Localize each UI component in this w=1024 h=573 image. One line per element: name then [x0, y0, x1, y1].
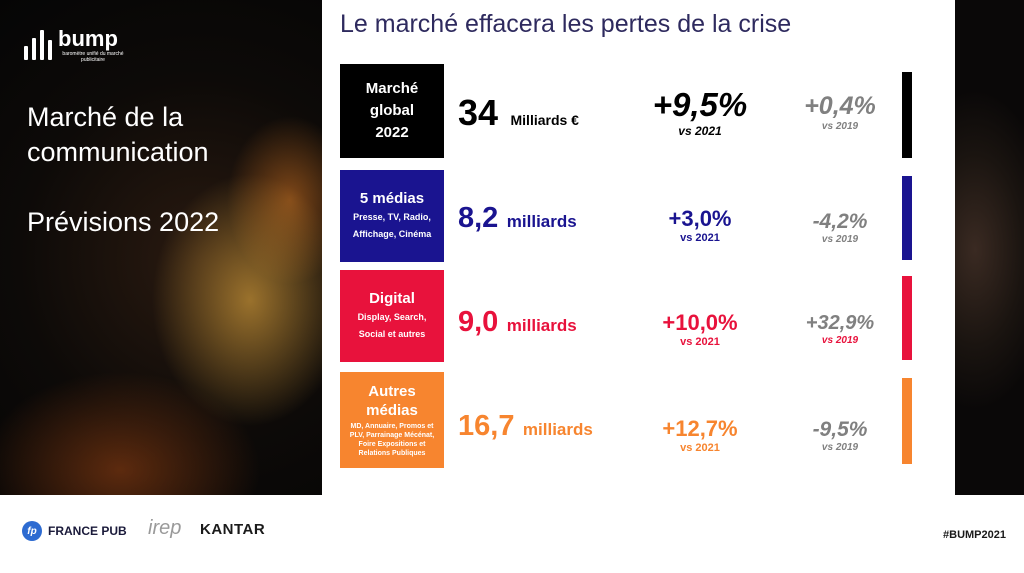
pct-vs-2019: -9,5% vs 2019 — [812, 418, 868, 453]
color-bar — [902, 276, 912, 360]
category-detail: Presse, TV, Radio, Affichage, Cinéma — [352, 212, 432, 239]
logo-name: bump — [58, 26, 118, 51]
background-photo — [0, 0, 322, 495]
background-photo-right — [955, 0, 1024, 495]
logo-subtitle: baromètre unifié du marché publicitaire — [62, 51, 124, 63]
category-detail: Display, Search, Social et autres — [357, 312, 427, 339]
amount: 9,0 milliards — [458, 306, 577, 338]
category-label: Digital — [369, 290, 415, 307]
pct-vs-2021: +10,0% vs 2021 — [662, 310, 738, 348]
left-subtitle: Prévisions 2022 — [27, 207, 220, 237]
hashtag: #BUMP2021 — [943, 529, 1006, 541]
left-title: Marché de la communication — [27, 102, 209, 167]
category-box: 5 médias Presse, TV, Radio, Affichage, C… — [340, 170, 444, 262]
row-digital: Digital Display, Search, Social et autre… — [340, 270, 920, 362]
pct-vs-2019: -4,2% vs 2019 — [812, 210, 868, 245]
row-autres-medias: Autres médias MD, Annuaire, Promos et PL… — [340, 372, 920, 468]
pct-vs-2019: +32,9% vs 2019 — [805, 312, 875, 346]
category-box: Marché global 2022 — [340, 64, 444, 158]
france-pub-icon: fp — [22, 521, 42, 541]
pct-vs-2021: +12,7% vs 2021 — [662, 416, 738, 454]
category-detail: MD, Annuaire, Promos et PLV, Parrainage … — [349, 423, 435, 457]
page-title: Le marché effacera les pertes de la cris… — [340, 10, 792, 38]
color-bar — [902, 378, 912, 464]
bump-logo: bump baromètre unifié du marché publicit… — [24, 28, 128, 63]
row-5-medias: 5 médias Presse, TV, Radio, Affichage, C… — [340, 170, 920, 262]
footer: fp FRANCE PUB irep KANTAR #BUMP2021 — [0, 495, 1024, 573]
pct-vs-2021: +3,0% vs 2021 — [668, 206, 732, 244]
category-box: Autres médias MD, Annuaire, Promos et PL… — [340, 372, 444, 468]
amount: 16,7 milliards — [458, 410, 593, 442]
bars-icon — [24, 28, 52, 60]
pct-vs-2021: +9,5% vs 2021 — [652, 86, 748, 138]
color-bar — [902, 176, 912, 260]
france-pub-text: FRANCE PUB — [48, 524, 127, 538]
amount: 34 Milliards € — [458, 92, 579, 133]
kantar-logo: KANTAR — [200, 521, 266, 538]
amount: 8,2 milliards — [458, 202, 577, 234]
pct-vs-2019: +0,4% vs 2019 — [804, 92, 876, 132]
category-label: 5 médias — [359, 190, 425, 207]
category-box: Digital Display, Search, Social et autre… — [340, 270, 444, 362]
category-label: Autres médias — [366, 383, 418, 419]
category-label: Marché global 2022 — [365, 80, 419, 141]
color-bar — [902, 72, 912, 158]
row-global: Marché global 2022 34 Milliards € +9,5% … — [340, 64, 920, 158]
irep-logo: irep — [148, 517, 182, 539]
france-pub-logo: fp FRANCE PUB — [22, 521, 127, 541]
